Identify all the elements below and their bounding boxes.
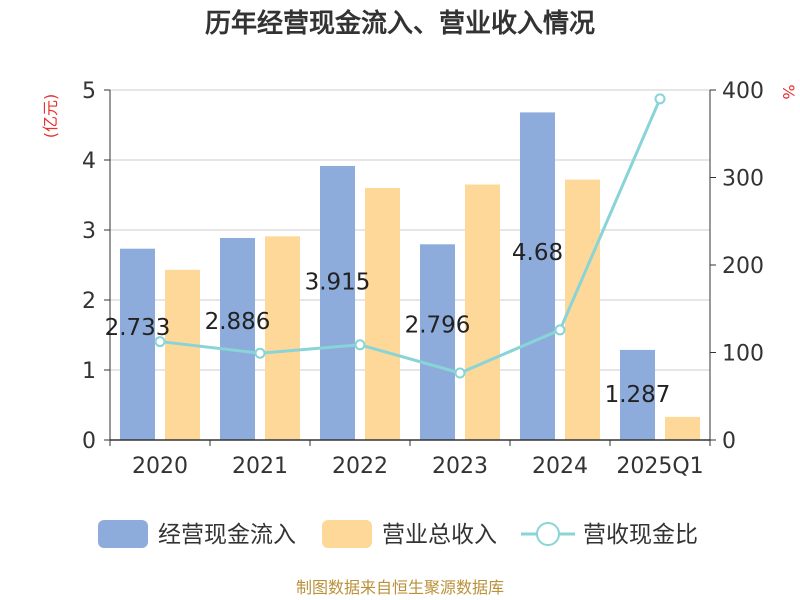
legend-label: 营收现金比 (583, 522, 698, 548)
bar-revenue (265, 236, 300, 440)
bar-revenue (365, 188, 400, 440)
line-point (554, 324, 566, 336)
x-tick-label: 2023 (432, 454, 488, 479)
x-tick-label: 2021 (232, 454, 288, 479)
bar-revenue (465, 184, 500, 440)
x-tick-label: 2024 (532, 454, 588, 479)
left-tick-label: 0 (82, 429, 96, 454)
left-tick-label: 5 (82, 79, 96, 104)
data-label: 2.733 (105, 315, 171, 341)
bar-cash-inflow (520, 112, 555, 441)
left-tick-label: 2 (82, 289, 96, 314)
legend-swatch-cash-inflow (98, 520, 148, 548)
chart-title: 历年经营现金流入、营业收入情况 (205, 8, 595, 39)
bar-cash-inflow (220, 237, 255, 440)
x-tick-label: 2022 (332, 454, 388, 479)
right-tick-label: 0 (722, 429, 736, 454)
data-label: 2.796 (405, 312, 471, 338)
bar-revenue (565, 179, 600, 440)
left-tick-label: 3 (82, 219, 96, 244)
line-point (354, 339, 366, 351)
x-tick-label: 2020 (132, 454, 188, 479)
legend-swatch-revenue (322, 520, 372, 548)
bar-cash-inflow (620, 349, 655, 440)
bar-cash-inflow (320, 165, 355, 440)
bar-cash-inflow (120, 248, 155, 440)
right-tick-label: 300 (722, 167, 764, 192)
legend-swatch-marker (536, 522, 560, 546)
right-tick-label: 100 (722, 342, 764, 367)
line-point (154, 336, 166, 348)
right-tick-label: 400 (722, 79, 764, 104)
legend-label: 经营现金流入 (158, 522, 296, 548)
bar-revenue (165, 269, 200, 440)
line-cash-ratio (159, 98, 662, 375)
data-label: 3.915 (305, 269, 371, 295)
left-tick-label: 1 (82, 359, 96, 384)
source-note: 制图数据来自恒生聚源数据库 (296, 578, 504, 597)
left-axis-unit: (亿元) (41, 94, 60, 139)
right-tick-label: 200 (722, 254, 764, 279)
bar-cash-inflow (420, 244, 455, 440)
data-label: 2.886 (205, 309, 271, 335)
line-point (654, 93, 666, 105)
bar-revenue (665, 416, 700, 440)
right-axis-unit: % (779, 84, 798, 99)
data-label: 1.287 (605, 382, 671, 408)
line-point (454, 367, 466, 379)
line-point (254, 347, 266, 359)
data-label: 4.68 (512, 240, 563, 266)
left-tick-label: 4 (82, 149, 96, 174)
x-tick-label: 2025Q1 (616, 454, 703, 479)
legend-label: 营业总收入 (382, 522, 497, 548)
